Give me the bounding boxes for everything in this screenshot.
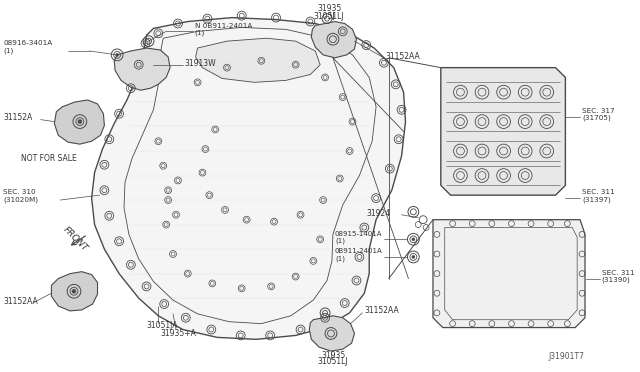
Circle shape (78, 120, 82, 124)
Text: 31051JA: 31051JA (147, 321, 178, 330)
Circle shape (72, 289, 76, 293)
Text: 31152AA: 31152AA (3, 296, 38, 305)
Polygon shape (92, 17, 406, 339)
Text: 31152A: 31152A (3, 113, 33, 122)
Text: 08916-3401A
(1): 08916-3401A (1) (3, 40, 52, 54)
Ellipse shape (479, 264, 534, 283)
Text: N 0B911-2401A
(1): N 0B911-2401A (1) (195, 23, 252, 36)
Text: 31152AA: 31152AA (386, 52, 420, 61)
FancyBboxPatch shape (445, 79, 561, 96)
Polygon shape (433, 220, 585, 328)
Text: SEC. 317
(31705): SEC. 317 (31705) (582, 108, 614, 122)
Text: J31901T7: J31901T7 (548, 353, 584, 362)
Text: 08915-1401A
(1): 08915-1401A (1) (335, 231, 382, 244)
Polygon shape (51, 272, 97, 311)
FancyBboxPatch shape (445, 131, 561, 148)
Polygon shape (114, 48, 170, 90)
Text: 0B911-2401A
(1): 0B911-2401A (1) (335, 248, 383, 262)
Circle shape (412, 256, 415, 259)
Polygon shape (309, 316, 355, 351)
Text: SEC. 310
(31020M): SEC. 310 (31020M) (3, 189, 38, 203)
Polygon shape (54, 100, 104, 144)
Text: 31935: 31935 (317, 4, 342, 13)
Circle shape (412, 238, 415, 241)
Text: 31913W: 31913W (185, 59, 216, 68)
Text: 31051LJ: 31051LJ (317, 357, 348, 366)
FancyBboxPatch shape (445, 161, 561, 177)
Text: FRONT: FRONT (61, 225, 89, 253)
Text: 31935+A: 31935+A (160, 329, 196, 338)
Text: 31152AA: 31152AA (364, 307, 399, 315)
Polygon shape (311, 22, 356, 58)
Polygon shape (441, 68, 565, 195)
Text: SEC. 311
(31390): SEC. 311 (31390) (602, 270, 634, 283)
Text: 31051LJ: 31051LJ (314, 12, 344, 21)
Circle shape (116, 54, 118, 57)
Text: 31935: 31935 (321, 350, 346, 359)
Text: SEC. 311
(31397): SEC. 311 (31397) (582, 189, 614, 203)
Polygon shape (196, 38, 320, 82)
Text: NOT FOR SALE: NOT FOR SALE (21, 154, 77, 163)
Text: 31924: 31924 (366, 209, 390, 218)
FancyBboxPatch shape (445, 104, 561, 121)
